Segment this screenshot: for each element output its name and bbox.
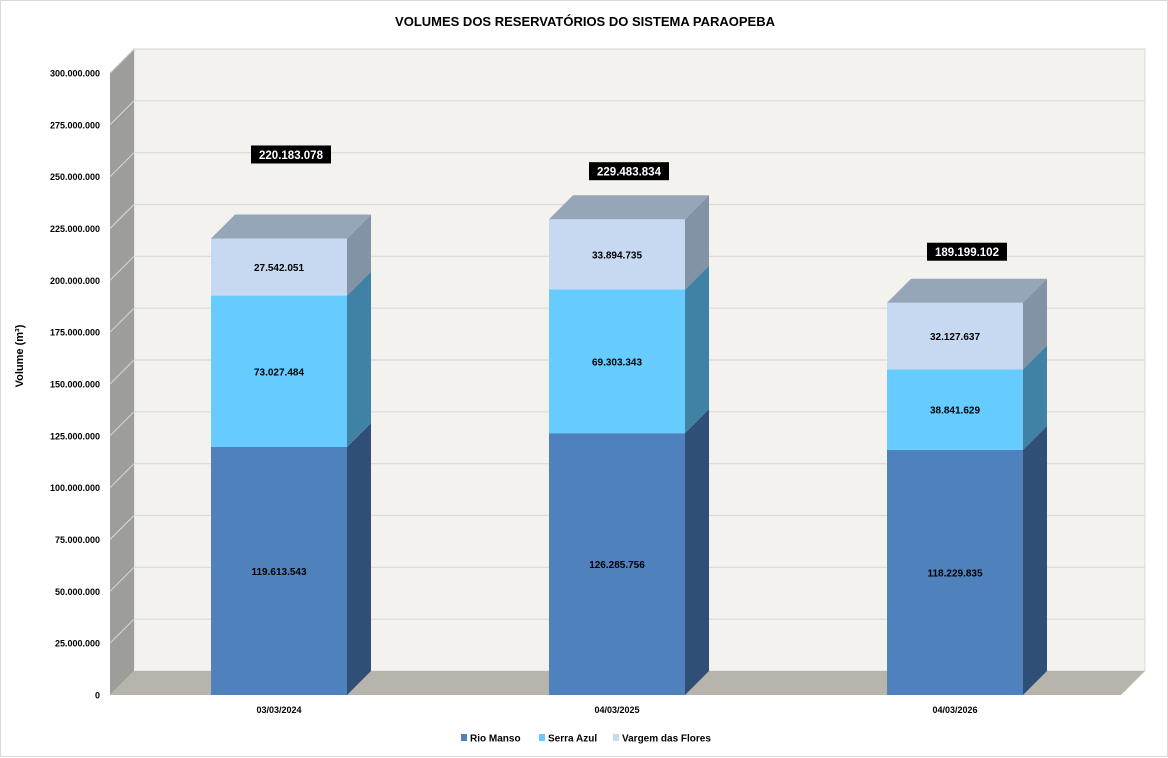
bar-segment-side [347, 423, 371, 695]
bar-segment-side [1023, 345, 1047, 450]
bar-segment-serra-azul [211, 295, 347, 448]
y-tick-label: 0 [95, 691, 100, 701]
y-tick-label: 100.000.000 [50, 483, 100, 493]
gridline-side [109, 463, 135, 489]
bar-top [887, 278, 1047, 303]
y-tick-label: 25.000.000 [55, 639, 100, 649]
data-label: 69.303.343 [592, 357, 642, 368]
y-tick-label: 200.000.000 [50, 276, 100, 286]
bar-segment-vargem-das-flores [549, 219, 685, 290]
bar-segment-serra-azul [887, 369, 1023, 450]
y-tick-label: 125.000.000 [50, 431, 100, 441]
gridline-side [109, 307, 135, 333]
plot-area: 0 25.000.000 50.000.000 75.000.000 100.000.0… [50, 48, 1146, 715]
bar-segment-side [685, 195, 709, 290]
legend-swatch [539, 734, 545, 741]
x-tick-label: 04/03/2025 [594, 705, 639, 715]
chart-title: VOLUMES DOS RESERVATÓRIOS DO SISTEMA PAR… [395, 14, 776, 29]
y-axis-label: Volume (m³) [14, 324, 26, 387]
gridline-side [109, 515, 135, 540]
legend-label: Vargem das Flores [622, 734, 711, 745]
gridline-side [109, 152, 135, 178]
y-tick-label: 175.000.000 [50, 328, 100, 338]
y-tick-label: 300.000.000 [50, 69, 100, 79]
data-label: 32.127.637 [930, 332, 980, 343]
total-label: 189.199.102 [935, 247, 999, 259]
y-tick-label: 250.000.000 [50, 172, 100, 182]
bar-segment-vargem-das-flores [887, 302, 1023, 370]
bar-segment-side [1023, 425, 1047, 695]
gridline-side [109, 100, 135, 126]
gridline-side [109, 204, 135, 229]
legend-swatch [613, 734, 619, 741]
y-tick-label: 275.000.000 [50, 120, 100, 130]
total-label-box [251, 145, 331, 164]
bar-segment-side [347, 214, 371, 296]
bar-segment-serra-azul [549, 289, 685, 434]
legend: Rio Manso Serra Azul Vargem das Flores [461, 734, 711, 745]
y-tick-label: 75.000.000 [55, 535, 100, 545]
data-label: 73.027.484 [254, 367, 304, 378]
bar-segment-side [347, 271, 371, 448]
gridline-side [109, 359, 135, 385]
bar-segment-rio-manso [887, 449, 1023, 695]
y-tick-label: 50.000.000 [55, 587, 100, 597]
total-label-box [589, 162, 669, 181]
bar-top [211, 214, 371, 239]
legend-label: Serra Azul [548, 734, 597, 745]
data-label: 33.894.735 [592, 250, 642, 261]
bar-top [549, 195, 709, 220]
bar-segment-vargem-das-flores [211, 238, 347, 296]
total-label-box [927, 242, 1007, 261]
gridline-side [109, 566, 135, 592]
data-label: 27.542.051 [254, 263, 304, 274]
data-label: 126.285.756 [589, 560, 645, 571]
data-label: 38.841.629 [930, 406, 980, 417]
x-tick-label: 04/03/2026 [932, 705, 977, 715]
data-label: 118.229.835 [927, 568, 982, 579]
gridline-side [109, 411, 135, 437]
legend-swatch [461, 734, 467, 741]
total-label: 220.183.078 [259, 150, 324, 162]
y-tick-label: 225.000.000 [50, 224, 100, 234]
bar-segment-side [685, 409, 709, 695]
legend-label: Rio Manso [470, 734, 521, 745]
bar-segment-side [685, 265, 709, 434]
bar-segment-rio-manso [549, 433, 685, 695]
gridline-side [109, 618, 135, 644]
data-label: 119.613.543 [251, 567, 306, 578]
y-tick-label: 150.000.000 [50, 380, 100, 390]
gridline-side [109, 48, 135, 74]
bar-segment-rio-manso [211, 447, 347, 695]
x-tick-label: 03/03/2024 [256, 705, 301, 715]
gridline-side [109, 255, 135, 281]
total-label: 229.483.834 [597, 167, 662, 179]
bar-segment-side [1023, 278, 1047, 370]
